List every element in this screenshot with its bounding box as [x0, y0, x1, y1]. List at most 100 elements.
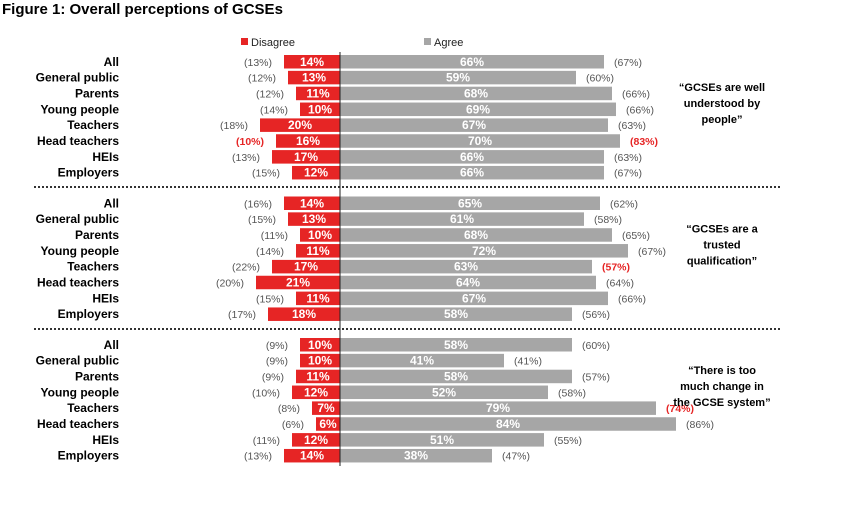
- disagree-previous-value: (15%): [248, 214, 276, 226]
- disagree-value-label: 13%: [302, 212, 326, 226]
- agree-bar: [340, 165, 604, 180]
- agree-value-label: 84%: [496, 417, 520, 431]
- disagree-value-label: 20%: [288, 118, 312, 132]
- disagree-value-label: 14%: [300, 55, 324, 69]
- disagree-value-label: 12%: [304, 385, 328, 399]
- legend-label-agree: Agree: [434, 37, 463, 49]
- agree-bar: [340, 417, 676, 431]
- agree-bar: [340, 353, 504, 368]
- statement-label: understood by: [684, 98, 761, 110]
- disagree-previous-value: (22%): [232, 262, 260, 274]
- disagree-value-label: 6%: [319, 417, 337, 431]
- disagree-bar: [300, 353, 340, 368]
- disagree-previous-value: (10%): [252, 387, 280, 399]
- disagree-bar: [296, 86, 340, 101]
- agree-bar: [340, 385, 548, 400]
- disagree-bar: [300, 102, 340, 117]
- disagree-previous-value: (11%): [261, 230, 288, 242]
- disagree-previous-value: (17%): [228, 309, 256, 321]
- disagree-previous-value: (6%): [282, 419, 304, 431]
- disagree-value-label: 10%: [308, 102, 332, 116]
- disagree-previous-value: (10%): [236, 136, 264, 148]
- disagree-previous-value: (9%): [266, 340, 288, 352]
- agree-previous-value: (58%): [558, 387, 586, 399]
- category-label: Parents: [75, 86, 119, 100]
- agree-previous-value: (74%): [666, 403, 694, 415]
- disagree-previous-value: (9%): [262, 371, 284, 383]
- agree-previous-value: (60%): [586, 73, 614, 85]
- disagree-bar: [292, 385, 340, 400]
- agree-previous-value: (67%): [614, 57, 642, 69]
- category-label: Head teachers: [37, 134, 119, 148]
- agree-bar: [340, 86, 612, 101]
- category-label: General public: [36, 212, 120, 226]
- category-label: HEIs: [92, 150, 119, 164]
- figure-title: Figure 1: Overall perceptions of GCSEs: [2, 1, 283, 18]
- agree-bar: [340, 401, 656, 415]
- agree-value-label: 70%: [468, 134, 492, 148]
- agree-previous-value: (83%): [630, 136, 658, 148]
- agree-value-label: 72%: [472, 244, 496, 258]
- agree-previous-value: (57%): [582, 371, 610, 383]
- disagree-value-label: 17%: [294, 260, 318, 274]
- agree-value-label: 61%: [450, 212, 474, 226]
- disagree-previous-value: (18%): [220, 120, 248, 132]
- disagree-previous-value: (16%): [244, 198, 272, 210]
- category-label: Teachers: [67, 401, 119, 415]
- agree-previous-value: (62%): [610, 198, 638, 210]
- agree-previous-value: (58%): [594, 214, 622, 226]
- disagree-value-label: 21%: [286, 276, 310, 290]
- disagree-value-label: 11%: [306, 369, 330, 383]
- agree-previous-value: (55%): [554, 435, 582, 447]
- statement-label: “GCSEs are a: [686, 224, 758, 236]
- agree-value-label: 52%: [432, 385, 456, 399]
- disagree-bar: [300, 338, 340, 352]
- agree-value-label: 64%: [456, 276, 480, 290]
- disagree-previous-value: (20%): [216, 278, 244, 290]
- disagree-value-label: 14%: [300, 196, 324, 210]
- agree-value-label: 59%: [446, 71, 470, 85]
- category-label: All: [104, 338, 119, 352]
- agree-previous-value: (47%): [502, 451, 530, 463]
- disagree-bar: [312, 401, 340, 415]
- category-label: Employers: [58, 307, 120, 321]
- agree-bar: [340, 212, 584, 226]
- category-label: All: [104, 196, 119, 210]
- disagree-value-label: 10%: [308, 338, 332, 352]
- agree-previous-value: (64%): [606, 278, 634, 290]
- agree-previous-value: (66%): [618, 293, 646, 305]
- statement-label: people”: [702, 114, 743, 126]
- statement-label: trusted: [703, 240, 740, 252]
- agree-bar: [340, 118, 608, 132]
- disagree-bar: [288, 212, 340, 226]
- agree-previous-value: (56%): [582, 309, 610, 321]
- agree-bar: [340, 338, 572, 352]
- agree-value-label: 65%: [458, 196, 482, 210]
- disagree-bar: [268, 307, 340, 321]
- agree-value-label: 63%: [454, 260, 478, 274]
- agree-value-label: 58%: [444, 369, 468, 383]
- disagree-bar: [292, 433, 340, 447]
- disagree-bar: [284, 448, 340, 463]
- agree-previous-value: (67%): [638, 246, 666, 258]
- agree-bar: [340, 307, 572, 321]
- disagree-previous-value: (8%): [278, 403, 300, 415]
- agree-previous-value: (86%): [686, 419, 714, 431]
- disagree-bar: [276, 134, 340, 148]
- category-label: Young people: [41, 102, 120, 116]
- agree-bar: [340, 369, 572, 384]
- legend-swatch-agree: [424, 38, 431, 45]
- agree-bar: [340, 150, 604, 164]
- disagree-bar: [256, 275, 340, 290]
- agree-value-label: 79%: [486, 401, 510, 415]
- disagree-value-label: 10%: [308, 354, 332, 368]
- disagree-value-label: 12%: [304, 166, 328, 180]
- agree-value-label: 41%: [410, 354, 434, 368]
- disagree-value-label: 12%: [304, 433, 328, 447]
- category-label: Young people: [41, 385, 120, 399]
- disagree-previous-value: (9%): [266, 356, 288, 368]
- agree-value-label: 66%: [460, 150, 484, 164]
- category-label: Parents: [75, 228, 119, 242]
- agree-value-label: 68%: [464, 228, 488, 242]
- disagree-value-label: 7%: [317, 401, 335, 415]
